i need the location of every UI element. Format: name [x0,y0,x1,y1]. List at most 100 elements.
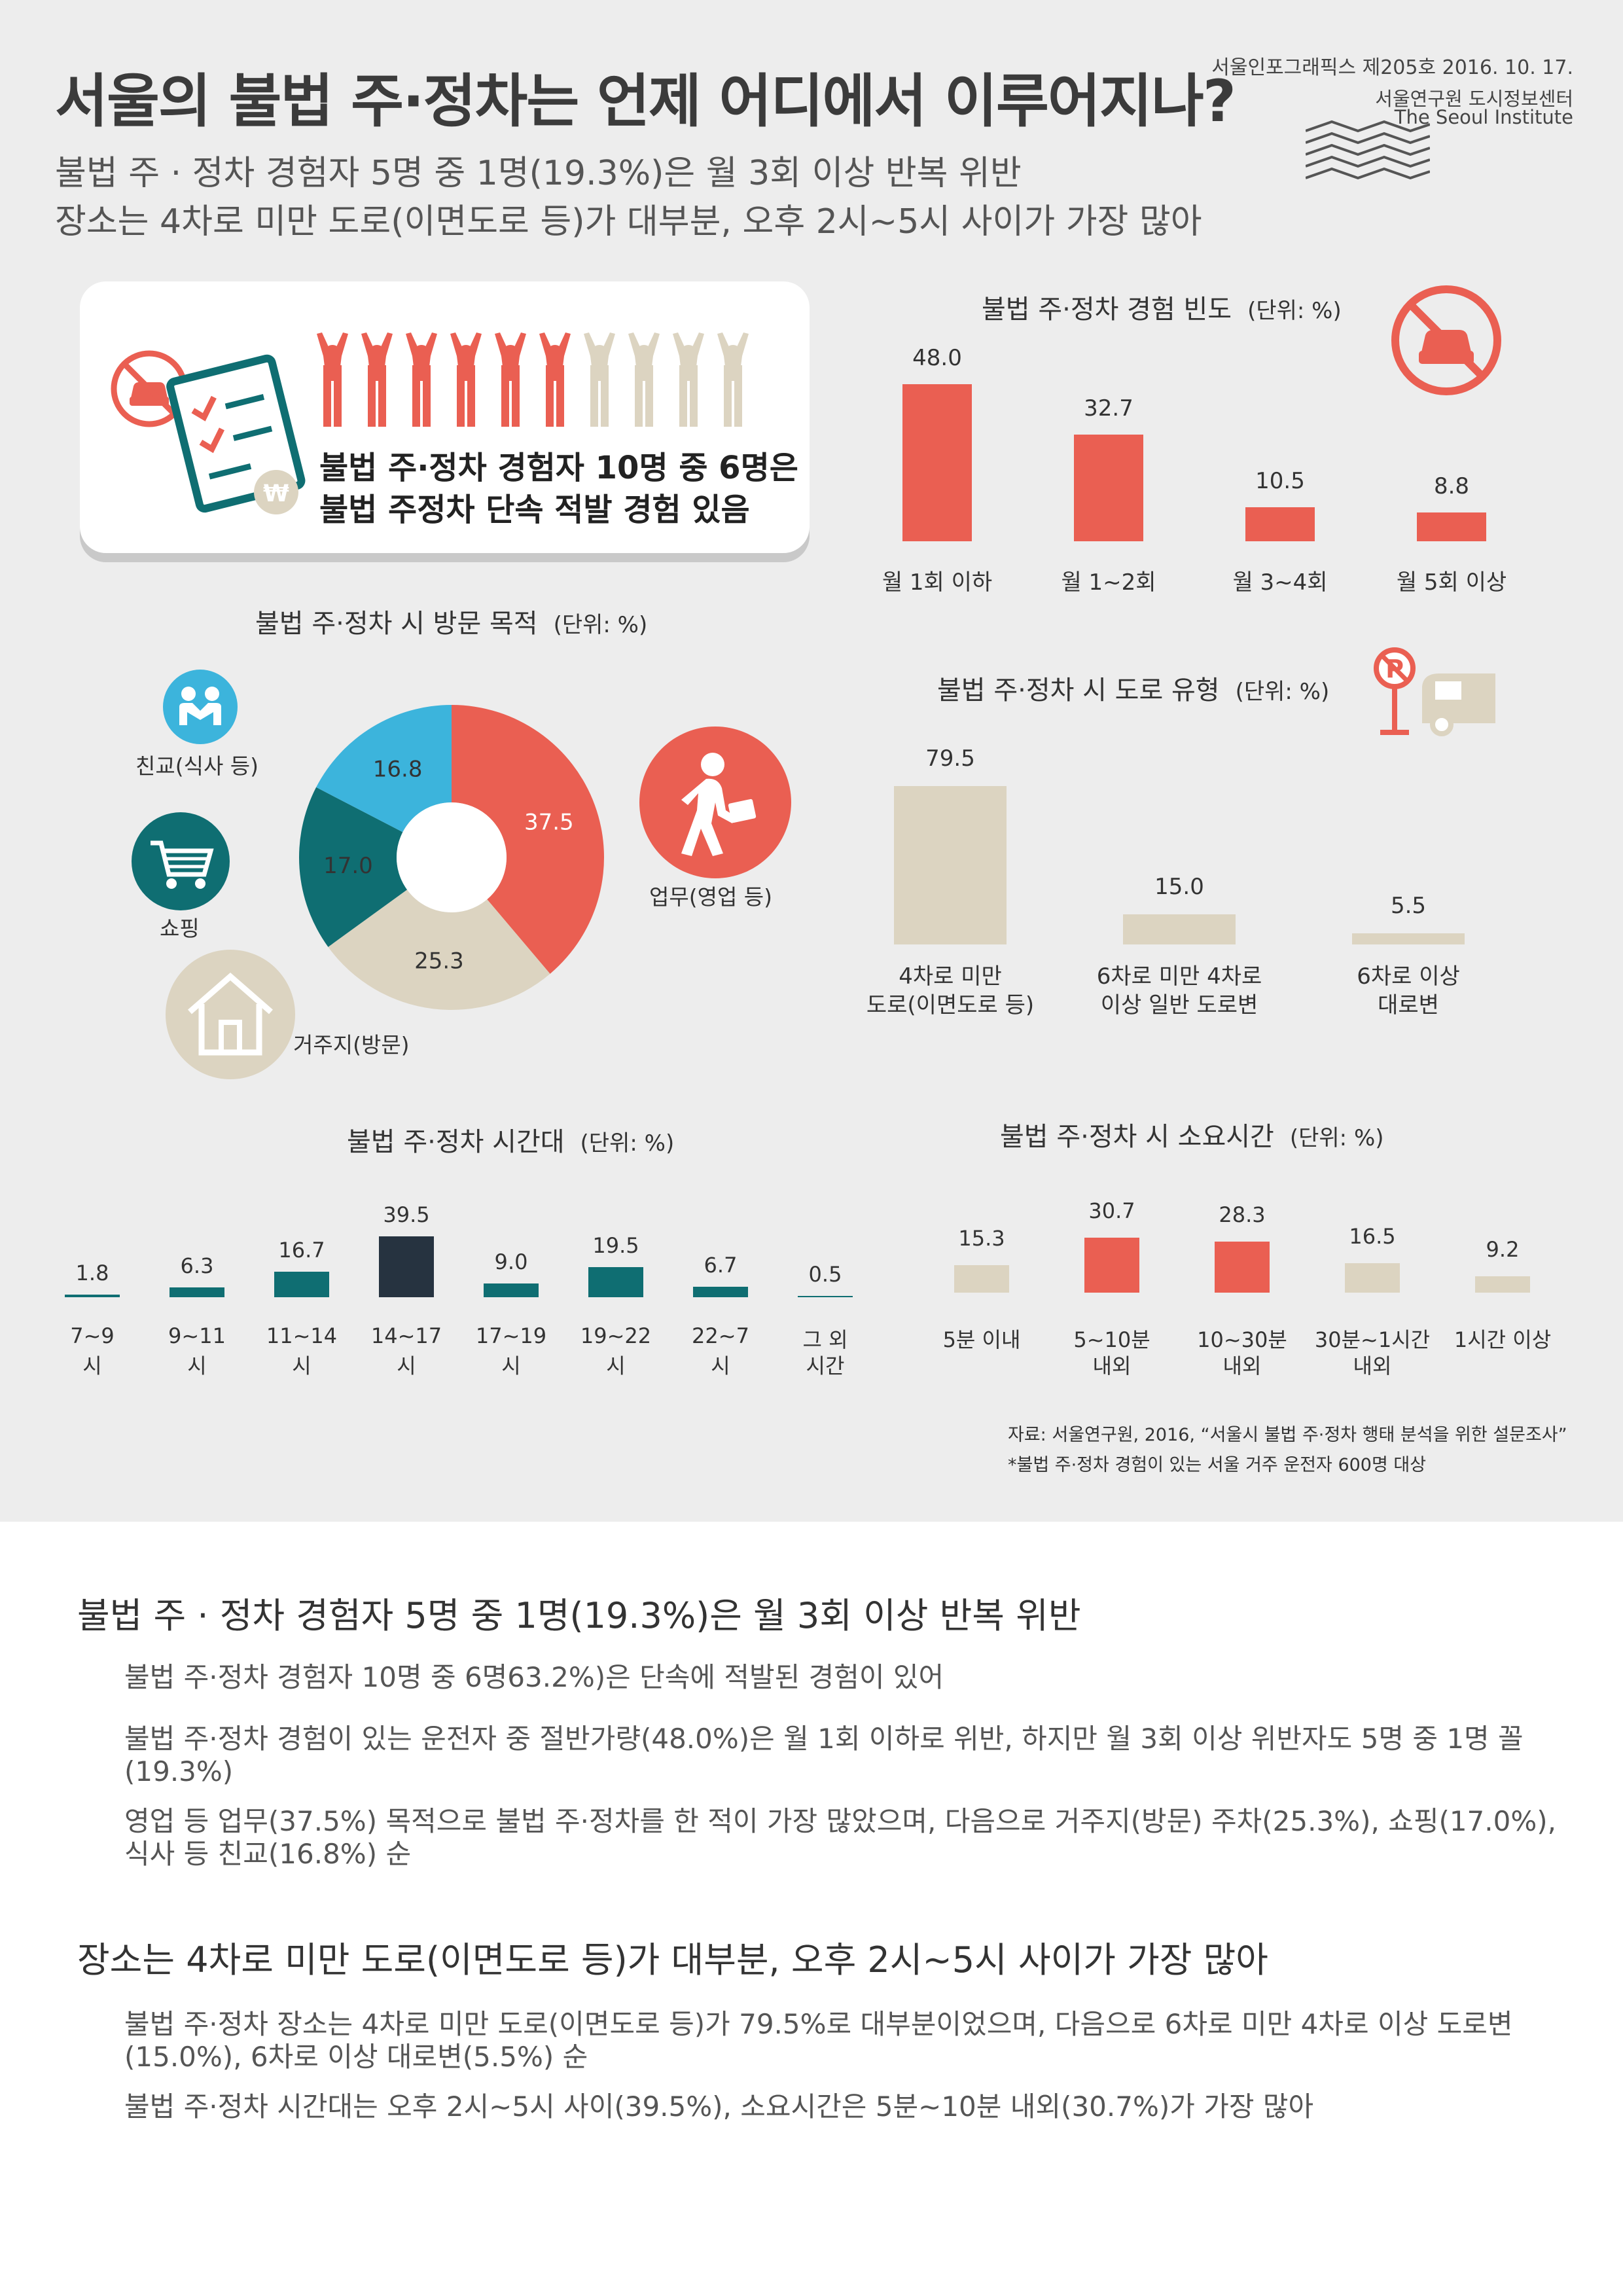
road-category-label: 대로변 [1378,992,1439,1018]
timeslot-category-label: 14~17 [370,1323,442,1348]
frequency-title-text: 불법 주·정차 경험 빈도 [982,295,1232,325]
timeslot-value-label: 9.0 [494,1249,528,1274]
timeslot-category-label: 시간 [806,1354,845,1378]
road-bar [1123,914,1236,944]
duration-value-label: 28.3 [1219,1202,1266,1228]
person-pictogram [317,332,348,427]
timeslot-category-label: 9~11 [168,1323,226,1348]
frequency-value-label: 32.7 [1084,395,1133,422]
person-pictogram [539,332,571,427]
summary-heading-1: 불법 주 · 정차 경험자 5명 중 1명(19.3%)은 월 3회 이상 반복… [77,1595,1081,1636]
person-pictogram [673,332,704,427]
institute-name-ko: 서울연구원 도시정보센터 [1375,88,1573,110]
person-pictogram [717,332,749,427]
timeslot-category-label: 11~14 [266,1323,338,1348]
timeslot-bar [65,1294,120,1297]
purpose-donut-chart: 37.5 25.3 17.0 16.8 [299,705,604,1010]
subtitle-1: 불법 주 · 정차 경험자 5명 중 1명(19.3%)은 월 3회 이상 반복… [55,154,1022,193]
institute-name-en: The Seoul Institute [1394,106,1573,128]
road-bar [1352,933,1465,944]
duration-value-label: 15.3 [958,1225,1005,1251]
duration-value-label: 30.7 [1088,1198,1135,1223]
person-pictogram [584,332,615,427]
duration-category-label: 5분 이내 [942,1327,1021,1352]
people-pictogram-row [317,332,749,427]
duration-bar [1084,1237,1139,1293]
duration-category-label: 내외 [1092,1354,1132,1378]
summary-para-4: 불법 주·정차 장소는 4차로 미만 도로(이면도로 등)가 79.5%로 대부… [124,2008,1513,2073]
duration-category-label: 내외 [1222,1354,1262,1378]
timeslot-bar [693,1287,748,1297]
summary-para-2: 불법 주·정차 경험이 있는 운전자 중 절반가량(48.0%)은 월 1회 이… [124,1723,1524,1787]
frequency-value-label: 10.5 [1255,467,1305,494]
donut-value-label: 17.0 [323,853,373,879]
timeslot-category-label: 7~9 [70,1323,115,1348]
frequency-bar [1074,434,1143,541]
timeslot-value-label: 0.5 [808,1262,842,1287]
summary-para-3: 영업 등 업무(37.5%) 목적으로 불법 주·정차를 한 적이 가장 많았으… [124,1805,1556,1870]
donut-slice [299,787,408,947]
duration-category-label: 1시간 이상 [1454,1327,1552,1352]
shopping-cart-icon [132,812,230,910]
svg-text:₩: ₩ [263,480,289,507]
road-category-label: 4차로 미만 [899,963,1002,990]
timeslot-unit: (단위: %) [580,1130,675,1157]
person-pictogram [495,332,526,427]
timeslot-category-label: 시 [606,1354,626,1378]
donut-value-label: 16.8 [373,757,423,783]
ticket-checklist-icon: ₩ [166,354,306,514]
friends-icon [163,670,238,744]
timeslot-category-label: 시 [711,1354,730,1378]
frequency-category-label: 월 5회 이상 [1396,569,1507,596]
legend-business: 업무(영업 등) [649,884,773,910]
timeslot-bar [798,1296,853,1297]
summary-para-5: 불법 주·정차 시간대는 오후 2시~5시 사이(39.5%), 소요시간은 5… [124,2090,1314,2123]
issue-info: 서울인포그래픽스 제205호 2016. 10. 17. [1211,56,1573,79]
duration-unit: (단위: %) [1289,1125,1384,1151]
timeslot-category-label: 시 [187,1354,207,1378]
duration-value-label: 16.5 [1349,1223,1396,1249]
frequency-bar [1245,507,1315,541]
person-pictogram [406,332,437,427]
timeslot-value-label: 1.8 [75,1260,109,1285]
business-person-icon [639,726,791,878]
duration-category-label: 5~10분 [1073,1327,1150,1352]
summary-para-1: 불법 주·정차 경험자 10명 중 6명63.2%)은 단속에 적발된 경험이 … [124,1661,944,1693]
frequency-chart-title: 불법 주·정차 경험 빈도 (단위: %) [982,288,1342,326]
subtitle-2: 장소는 4차로 미만 도로(이면도로 등)가 대부분, 오후 2시~5시 사이가… [55,202,1202,242]
enforcement-line-1: 불법 주·정차 경험자 10명 중 6명은 [319,450,798,486]
donut-value-label: 37.5 [524,809,574,835]
timeslot-category-label: 그 외 [802,1327,848,1352]
enforcement-line-2: 불법 주정차 단속 적발 경험 있음 [319,492,750,528]
institute-logo-icon [1306,120,1430,180]
person-pictogram [450,332,482,427]
timeslot-title-text: 불법 주·정차 시간대 [347,1127,565,1157]
frequency-category-label: 월 1~2회 [1061,569,1156,596]
timeslot-bar [484,1283,539,1297]
person-pictogram [361,332,393,427]
duration-title-text: 불법 주·정차 시 소요시간 [1000,1122,1274,1152]
timeslot-value-label: 6.3 [180,1253,214,1279]
timeslot-category-label: 시 [82,1354,102,1378]
timeslot-category-label: 19~22 [580,1323,652,1348]
duration-category-label: 30분~1시간 [1314,1327,1431,1352]
frequency-value-label: 48.0 [912,345,962,371]
timeslot-value-label: 39.5 [383,1202,430,1228]
frequency-bar [1417,512,1486,541]
parking-sign-car-icon: P [1374,647,1495,736]
timeslot-category-label: 시 [292,1354,312,1378]
duration-value-label: 9.2 [1486,1236,1520,1262]
person-pictogram [628,332,660,427]
duration-category-label: 10~30분 [1197,1327,1287,1352]
timeslot-bar [169,1287,224,1297]
timeslot-value-label: 16.7 [278,1237,325,1263]
timeslot-value-label: 19.5 [592,1233,639,1259]
duration-bar [954,1265,1009,1293]
road-category-label: 이상 일반 도로변 [1100,992,1258,1018]
legend-shopping: 쇼핑 [160,916,200,941]
source-line-2: *불법 주·정차 경험이 있는 서울 거주 운전자 600명 대상 [1008,1455,1427,1475]
timeslot-bar [379,1236,434,1297]
road-category-label: 6차로 이상 [1357,963,1460,990]
duration-bar [1215,1242,1270,1293]
donut-slice [452,705,604,974]
